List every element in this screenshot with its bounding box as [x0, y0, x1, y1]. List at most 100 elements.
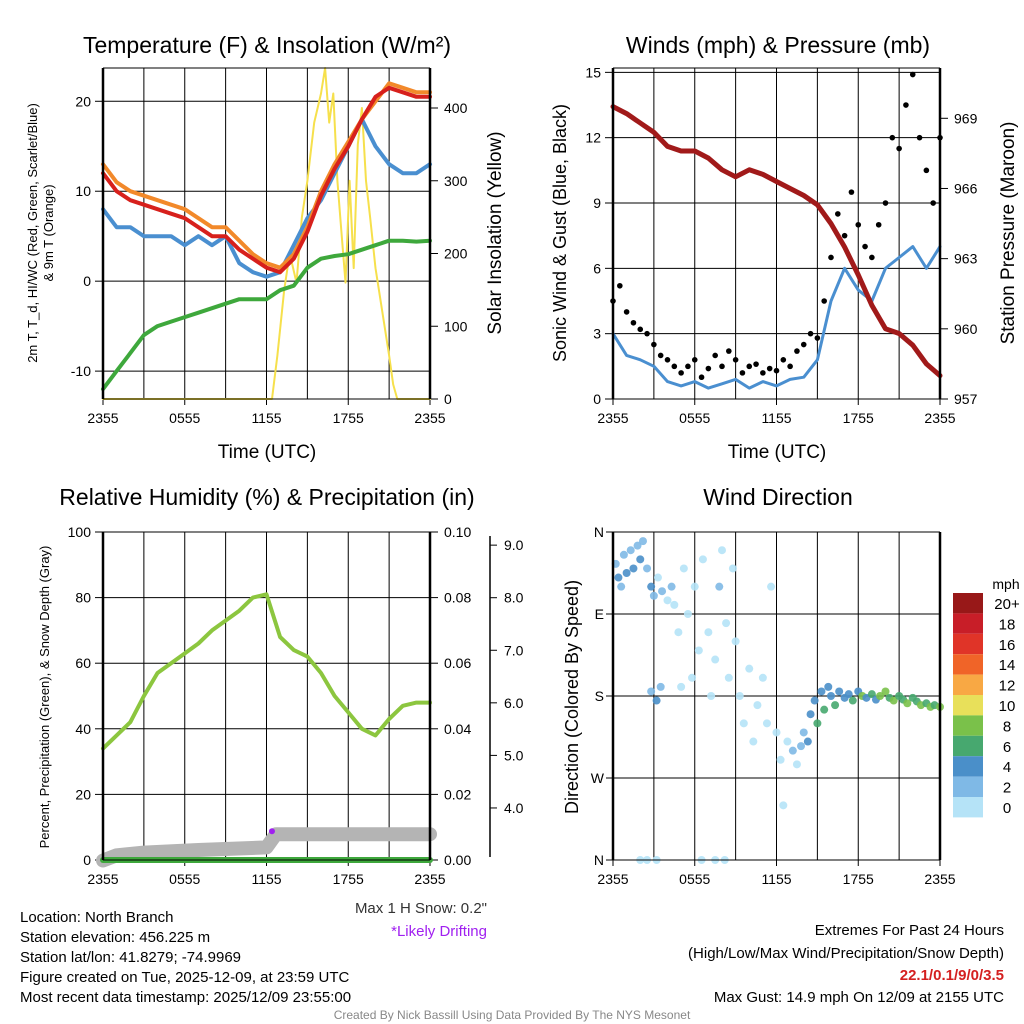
- wind-direction-point: [653, 573, 662, 582]
- wind-direction-point: [758, 673, 767, 682]
- speed-legend-swatch: [953, 695, 983, 716]
- gust-point: [855, 221, 862, 228]
- wind-direction-point: [788, 746, 797, 755]
- temp-9m-line: [101, 81, 432, 270]
- wind-y-tick-label: 9: [593, 195, 601, 211]
- wind-chill-line: [101, 117, 432, 279]
- speed-legend-swatch: [953, 613, 983, 634]
- wind-direction-point: [711, 655, 720, 664]
- wind-direction-point: [643, 564, 652, 573]
- speed-legend-label: 0: [1003, 800, 1011, 817]
- speed-legend-label: 18: [999, 616, 1016, 633]
- wind-direction-point: [690, 582, 699, 591]
- wind-direction-point: [772, 728, 781, 737]
- likely-drifting-note: *Likely Drifting: [391, 923, 487, 940]
- gust-point: [651, 341, 657, 348]
- gust-point: [760, 370, 766, 376]
- direction-y-tick-label: S: [595, 688, 604, 704]
- humidity-chart-title: Relative Humidity (%) & Precipitation (i…: [59, 484, 474, 510]
- x-tick-label: 1155: [251, 410, 281, 426]
- wind-direction-point: [683, 610, 692, 618]
- gust-point: [780, 357, 787, 363]
- gust-point: [862, 243, 868, 250]
- wind-direction-point: [739, 719, 748, 728]
- x-tick-label: 1755: [843, 871, 874, 887]
- gust-point: [841, 232, 848, 239]
- wind-direction-point: [835, 687, 844, 696]
- wind-direction-point: [813, 719, 822, 728]
- x-tick-label: 2355: [87, 410, 118, 426]
- wind-direction-point: [806, 710, 815, 719]
- x-tick-label: 0555: [169, 410, 200, 426]
- wind-direction-point: [614, 573, 623, 582]
- wind-direction-point: [626, 546, 635, 555]
- speed-legend-label: 6: [1003, 739, 1011, 756]
- wind-direction-point: [649, 591, 658, 600]
- solar-insolation-line: [102, 67, 431, 400]
- wind-direction-point: [889, 696, 898, 705]
- wind-direction-point: [903, 699, 912, 708]
- wind-direction-point: [820, 705, 829, 714]
- speed-legend-swatch: [953, 715, 983, 736]
- temp-2m-line: [101, 85, 432, 275]
- speed-legend-swatch: [953, 593, 983, 614]
- precip-y-tick-label: 0.08: [444, 590, 471, 606]
- wind-direction-point: [827, 692, 835, 700]
- extremes-title: Extremes For Past 24 Hours: [815, 922, 1004, 939]
- wind-direction-point: [647, 687, 656, 696]
- pressure-y-tick-label: 969: [954, 110, 978, 126]
- wind-direction-point: [831, 701, 840, 710]
- gust-point: [698, 374, 705, 381]
- wind-direction-point: [617, 582, 626, 591]
- wind-y-tick-label: 15: [585, 64, 601, 80]
- latlon-text: Station lat/lon: 41.8279; -74.9969: [20, 949, 241, 966]
- solar-y-tick-label: 300: [444, 173, 468, 189]
- wind-direction-point: [779, 801, 788, 810]
- pressure-y-tick-label: 966: [954, 180, 978, 196]
- precip-y-tick-label: 0.10: [444, 524, 471, 540]
- wind-direction-point: [810, 696, 819, 705]
- wind-direction-point: [688, 673, 697, 682]
- wind-direction-point: [767, 582, 776, 591]
- x-tick-label: 2355: [597, 410, 628, 426]
- credit-text: Created By Nick Bassill Using Data Provi…: [334, 1008, 691, 1022]
- gust-point: [773, 367, 780, 374]
- temperature-y-tick-label: 20: [75, 93, 91, 109]
- gust-point: [671, 363, 678, 370]
- gust-point: [657, 352, 664, 359]
- pressure-y-tick-label: 963: [954, 251, 978, 267]
- wind-direction-point: [670, 600, 679, 609]
- wind-direction-point: [622, 569, 631, 577]
- gust-point: [821, 298, 827, 304]
- wind-direction-point: [656, 682, 665, 691]
- gust-point: [617, 282, 623, 289]
- gust-point: [691, 357, 698, 363]
- x-tick-label: 1755: [843, 410, 874, 426]
- wind-direction-point: [817, 687, 826, 696]
- speed-legend-swatch: [953, 797, 983, 818]
- wind-direction-point: [718, 546, 726, 555]
- humidity-y-tick-label: 0: [83, 852, 91, 868]
- wind-y-label: Sonic Wind & Gust (Blue, Black): [550, 104, 570, 362]
- x-tick-label: 1155: [761, 871, 791, 887]
- wind-y-tick-label: 6: [593, 260, 601, 276]
- gust-point: [916, 134, 923, 141]
- direction-y-label: Direction (Colored By Speed): [562, 580, 582, 814]
- created-text: Figure created on Tue, 2025-12-09, at 23…: [20, 969, 350, 986]
- gust-point: [814, 335, 821, 341]
- gust-point: [746, 363, 753, 370]
- speed-legend-swatch: [953, 654, 983, 675]
- wind-direction-point: [724, 673, 733, 682]
- solar-y-tick-label: 400: [444, 100, 468, 116]
- temperature-y-tick-label: -10: [71, 363, 91, 379]
- humidity-y-tick-label: 80: [75, 590, 91, 606]
- precip-y-tick-label: 0.00: [444, 852, 471, 868]
- extremes-subtitle: (High/Low/Max Wind/Precipitation/Snow De…: [688, 945, 1004, 962]
- wind-direction-point: [652, 696, 661, 705]
- wind-direction-point: [776, 755, 785, 764]
- gust-point: [732, 357, 739, 363]
- speed-legend-swatch: [953, 756, 983, 777]
- wind-direction-point: [824, 682, 833, 691]
- wind-direction-point: [749, 737, 758, 746]
- snow-y-tick-label: 7.0: [504, 642, 524, 658]
